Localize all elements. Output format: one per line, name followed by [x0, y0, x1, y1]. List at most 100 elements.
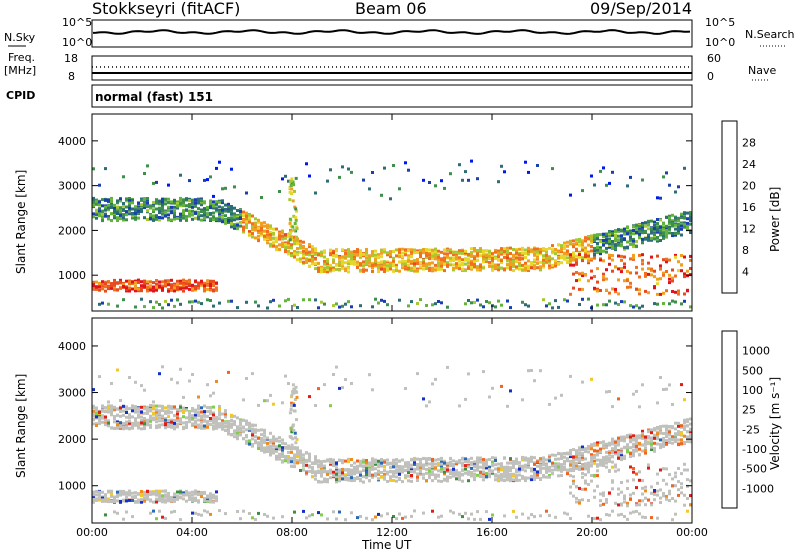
velocity-cell-1834 — [518, 469, 521, 473]
velocity-cell-701 — [212, 496, 215, 500]
power-cell-2507 — [668, 226, 671, 229]
velocity-cell-366 — [155, 500, 158, 504]
power-cell-954 — [281, 244, 284, 248]
velocity-cell-1243 — [359, 470, 362, 474]
power-cell-1300 — [374, 297, 377, 301]
power-cell-1801 — [509, 246, 512, 250]
power-cell-1982 — [560, 254, 563, 258]
power-cell-643 — [203, 287, 206, 291]
velocity-cell-961 — [281, 451, 284, 455]
velocity-cell-1388 — [398, 478, 401, 481]
power-cell-94 — [107, 217, 110, 221]
velocity-cell-2269 — [620, 458, 623, 462]
velocity-cell-570 — [191, 414, 194, 418]
power-cell-2060 — [578, 255, 581, 259]
power-cell-1673 — [476, 259, 479, 262]
power-cell-1110 — [323, 255, 326, 259]
velocity-cell-1115 — [323, 468, 326, 472]
velocity-cell-372 — [155, 404, 158, 408]
power-cell-2215 — [608, 299, 611, 303]
power-cell-1192 — [347, 248, 350, 252]
velocity-cell-521 — [182, 425, 185, 429]
power-cell-2225 — [611, 233, 614, 237]
velocity-cell-1141 — [332, 470, 335, 474]
power-cell-1685 — [479, 250, 482, 253]
power-cell-698 — [212, 194, 215, 198]
velocity-cell-1940 — [548, 474, 551, 477]
power-cell-1461 — [419, 251, 422, 255]
velocity-cell-2139 — [593, 449, 596, 453]
velocity-cell-2132 — [593, 460, 596, 464]
velocity-cell-995 — [290, 457, 293, 461]
velocity-cell-1796 — [509, 466, 512, 470]
power-cell-2518 — [668, 281, 671, 285]
power-cell-1543 — [440, 261, 443, 265]
power-cell-2470 — [659, 196, 662, 200]
power-cell-2455 — [656, 302, 659, 306]
power-cell-1566 — [446, 248, 449, 252]
freq-tick-bottom: 8 — [68, 70, 75, 83]
power-cell-2117 — [590, 249, 593, 253]
velocity-cell-719 — [215, 380, 218, 383]
power-cell-2410 — [647, 223, 650, 227]
velocity-cell-1874 — [530, 478, 533, 482]
velocity-cell-2095 — [584, 449, 587, 453]
power-cell-2046 — [575, 241, 578, 245]
velocity-cell-1424 — [407, 474, 410, 478]
power-cell-2465 — [659, 239, 662, 242]
velocity-cell-1577 — [449, 464, 452, 468]
velocity-cell-600 — [197, 426, 200, 430]
power-cell-1951 — [551, 263, 554, 267]
velocity-cell-955 — [281, 438, 284, 442]
power-cell-862 — [257, 220, 260, 224]
velocity-cell-875 — [260, 433, 263, 437]
velocity-cell-672 — [209, 412, 212, 416]
velocity-cell-1200 — [347, 478, 350, 482]
velocity-cell-1524 — [434, 458, 437, 462]
power-cell-1263 — [365, 262, 368, 266]
power-cell-518 — [182, 204, 185, 208]
velocity-cell-387 — [158, 495, 161, 499]
power-cell-471 — [173, 289, 176, 293]
velocity-cell-1501 — [428, 472, 431, 476]
power-cell-1248 — [362, 268, 365, 272]
power-cell-2334 — [632, 242, 635, 246]
power-cell-1842 — [521, 257, 524, 261]
velocity-cell-138 — [116, 413, 119, 417]
velocity-cell-509 — [179, 496, 182, 500]
power-cell-2136 — [593, 238, 596, 242]
power-cell-1239 — [359, 251, 362, 254]
velocity-cell-1744 — [494, 463, 497, 467]
power-cell-2250 — [617, 241, 620, 245]
velocity-cell-1739 — [491, 513, 494, 517]
power-cell-686 — [212, 200, 215, 204]
power-cell-2373 — [641, 225, 644, 229]
velocity-cell-2245 — [614, 440, 617, 444]
velocity-cell-2214 — [608, 451, 611, 455]
velocity-cell-2234 — [611, 465, 614, 469]
velocity-cell-1151 — [332, 373, 335, 376]
power-cell-1221 — [353, 260, 356, 264]
power-cell-953 — [281, 241, 284, 245]
power-cell-1050 — [308, 245, 311, 249]
velocity-cell-2199 — [605, 446, 608, 450]
velocity-cell-1565 — [446, 464, 449, 468]
power-cell-735 — [221, 201, 224, 205]
velocity-cell-594 — [194, 496, 197, 500]
power-cell-212 — [128, 279, 131, 283]
power-cell-1827 — [518, 253, 521, 257]
power-cell-2080 — [581, 271, 584, 275]
power-cell-676 — [209, 279, 212, 283]
power-cell-2140 — [593, 256, 596, 260]
power-cell-941 — [278, 232, 281, 236]
power-cell-2405 — [647, 238, 650, 242]
velocity-cell-1022 — [299, 457, 302, 461]
velocity-cell-1696 — [482, 466, 485, 470]
velocity-cell-1462 — [419, 472, 422, 476]
power-cell-1032 — [302, 249, 305, 253]
power-cell-2416 — [650, 231, 653, 235]
velocity-cell-188 — [125, 411, 128, 414]
velocity-cell-1986 — [560, 467, 563, 471]
velocity-cell-1327 — [380, 475, 383, 479]
power-cell-1107 — [323, 269, 326, 273]
